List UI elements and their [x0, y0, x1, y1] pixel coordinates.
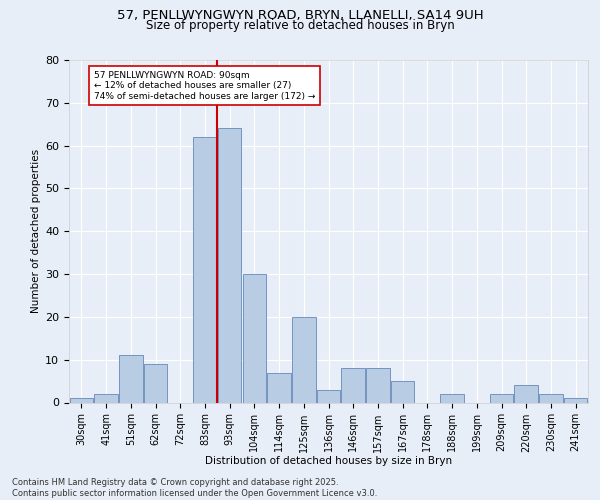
Text: Contains HM Land Registry data © Crown copyright and database right 2025.
Contai: Contains HM Land Registry data © Crown c… [12, 478, 377, 498]
Bar [70, 398, 93, 402]
Bar [440, 394, 464, 402]
Bar [144, 364, 167, 403]
Bar [94, 394, 118, 402]
Bar [242, 274, 266, 402]
Bar [391, 381, 415, 402]
Bar [317, 390, 340, 402]
Bar [514, 386, 538, 402]
Bar [564, 398, 587, 402]
Y-axis label: Number of detached properties: Number of detached properties [31, 149, 41, 314]
Text: Size of property relative to detached houses in Bryn: Size of property relative to detached ho… [146, 19, 454, 32]
X-axis label: Distribution of detached houses by size in Bryn: Distribution of detached houses by size … [205, 456, 452, 466]
Bar [218, 128, 241, 402]
Bar [268, 372, 291, 402]
Bar [539, 394, 563, 402]
Text: 57, PENLLWYNGWYN ROAD, BRYN, LLANELLI, SA14 9UH: 57, PENLLWYNGWYN ROAD, BRYN, LLANELLI, S… [116, 9, 484, 22]
Bar [341, 368, 365, 402]
Text: 57 PENLLWYNGWYN ROAD: 90sqm
← 12% of detached houses are smaller (27)
74% of sem: 57 PENLLWYNGWYN ROAD: 90sqm ← 12% of det… [94, 70, 315, 101]
Bar [490, 394, 513, 402]
Bar [119, 356, 143, 403]
Bar [292, 317, 316, 402]
Bar [366, 368, 389, 402]
Bar [193, 137, 217, 402]
